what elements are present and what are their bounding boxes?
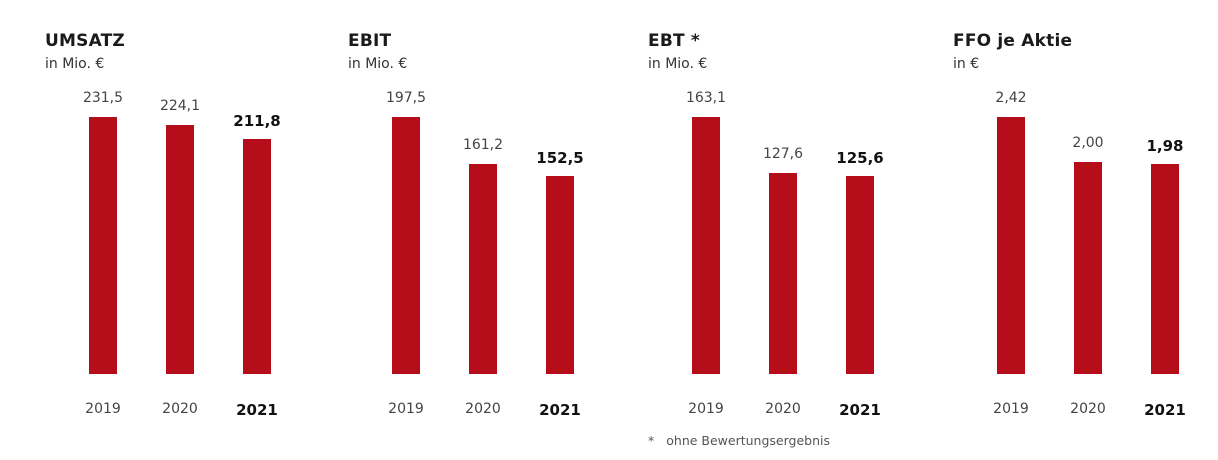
category-label: 2020 [1070, 401, 1106, 417]
category-label: 2021 [539, 401, 581, 419]
footnote: * ohne Bewertungsergebnis [648, 433, 830, 448]
value-label: 211,8 [233, 112, 281, 130]
value-label: 197,5 [385, 90, 427, 106]
value-label: 161,2 [462, 137, 504, 153]
chart-title: UMSATZ [45, 31, 125, 51]
chart-unit: in Mio. € [648, 56, 708, 72]
chart-panel: EBT * in Mio. € 163,1 2019 127,6 2020 125,6 202… [648, 0, 888, 460]
category-label: 2020 [465, 401, 501, 417]
category-label: 2020 [162, 401, 198, 417]
category-label: 2021 [839, 401, 881, 419]
value-label: 163,1 [685, 90, 727, 106]
bar-2019 [89, 117, 117, 374]
category-label: 2019 [85, 401, 121, 417]
category-label: 2019 [993, 401, 1029, 417]
chart-title: FFO je Aktie [953, 31, 1073, 51]
value-label: 2,00 [1072, 135, 1104, 151]
bar-2019 [392, 117, 420, 374]
value-label: 152,5 [536, 149, 584, 167]
value-label: 127,6 [762, 146, 804, 162]
bar-2020 [166, 125, 194, 374]
value-label: 1,98 [1146, 137, 1184, 155]
chart-unit: in € [953, 56, 980, 72]
value-label: 2,42 [995, 90, 1027, 106]
bar-2020 [469, 164, 497, 374]
bar-2020 [1074, 162, 1102, 374]
value-label: 125,6 [836, 149, 884, 167]
value-label: 224,1 [159, 98, 201, 114]
bar-2021 [546, 176, 574, 374]
chart-panel: FFO je Aktie in € 2,42 2019 2,00 2020 1,98 2021 [953, 0, 1193, 460]
bar-2021 [243, 139, 271, 374]
chart-title: EBIT [348, 31, 392, 51]
category-label: 2019 [688, 401, 724, 417]
footnote-marker: * [648, 433, 655, 448]
category-label: 2021 [236, 401, 278, 419]
category-label: 2020 [765, 401, 801, 417]
chart-unit: in Mio. € [45, 56, 105, 72]
category-label: 2019 [388, 401, 424, 417]
chart-panel: UMSATZ in Mio. € 231,5 2019 224,1 2020 211,8 20… [45, 0, 285, 460]
chart-panel: EBIT in Mio. € 197,5 2019 161,2 2020 152,5 2021 [348, 0, 588, 460]
bar-2021 [1151, 164, 1179, 374]
bar-2019 [692, 117, 720, 374]
chart-unit: in Mio. € [348, 56, 408, 72]
chart-title: EBT * [648, 31, 700, 51]
bar-2019 [997, 117, 1025, 374]
value-label: 231,5 [82, 90, 124, 106]
category-label: 2021 [1144, 401, 1186, 419]
bar-2021 [846, 176, 874, 374]
footnote-text: ohne Bewertungsergebnis [666, 433, 830, 448]
bar-2020 [769, 173, 797, 374]
